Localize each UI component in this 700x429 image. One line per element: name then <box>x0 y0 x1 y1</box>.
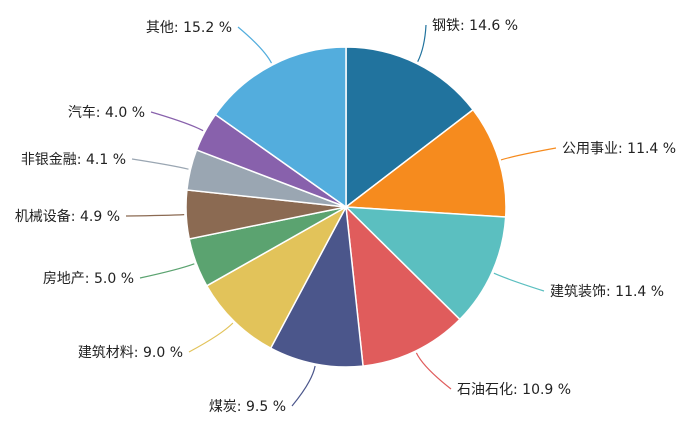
slice-label-2: 公用事业: 11.4 % <box>562 141 676 157</box>
slice-label-4: 石油石化: 10.9 % <box>457 382 571 398</box>
pie-slice-11 <box>214 46 347 209</box>
pie-slice-6 <box>205 205 348 350</box>
leader-line-2 <box>500 147 557 161</box>
slice-label-9: 非银金融: 4.1 % <box>21 152 126 168</box>
slice-label-1: 钢铁: 14.6 % <box>432 18 518 34</box>
leader-line-9 <box>131 158 189 170</box>
leader-line-1 <box>417 24 427 62</box>
pie-slice-4 <box>345 204 461 367</box>
leader-line-10 <box>150 111 204 132</box>
pie-slices <box>185 46 507 368</box>
leader-line-3 <box>493 272 545 292</box>
slice-label-6: 建筑材料: 9.0 % <box>78 345 183 361</box>
slice-label-5: 煤炭: 9.5 % <box>209 399 286 415</box>
slice-label-8: 机械设备: 4.9 % <box>15 208 120 225</box>
leader-line-6 <box>188 322 234 353</box>
slice-label-7: 房地产: 5.0 % <box>43 271 134 287</box>
slice-labels: 钢铁: 14.6 % 公用事业: 11.4 % 建筑装饰: 11.4 % 石油石化: … <box>15 18 676 415</box>
leader-line-5 <box>291 365 316 407</box>
slice-label-10: 汽车: 4.0 % <box>68 104 145 121</box>
pie-slice-5 <box>269 204 364 368</box>
slice-label-11: 其他: 15.2 % <box>146 20 232 36</box>
leader-line-4 <box>415 352 452 390</box>
leader-line-11 <box>237 26 273 64</box>
slice-label-3: 建筑装饰: 11.4 % <box>550 284 664 300</box>
leader-line-7 <box>139 263 195 279</box>
pie-slice-1 <box>345 46 475 209</box>
pie-slice-3 <box>344 206 507 321</box>
pie-slice-2 <box>343 108 507 218</box>
leader-line-8 <box>125 214 185 217</box>
leader-lines <box>125 24 557 407</box>
